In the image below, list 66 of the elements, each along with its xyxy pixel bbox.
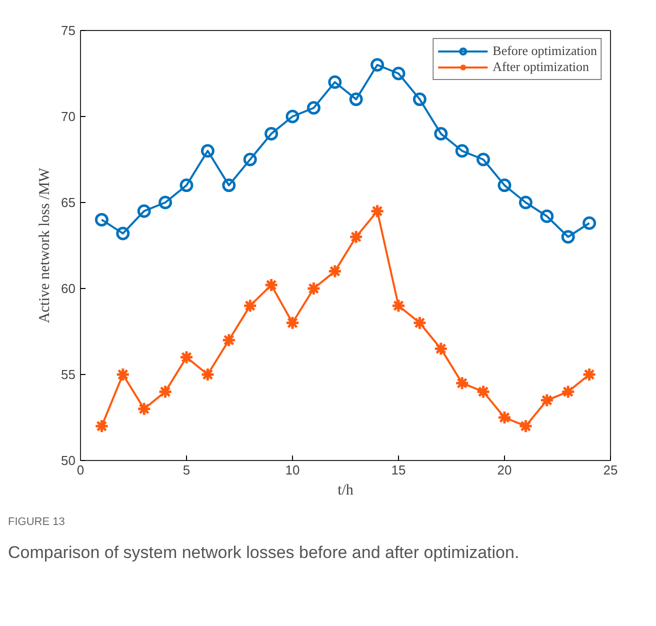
point — [349, 92, 363, 106]
point — [222, 178, 236, 192]
y-axis-title: Active network loss /MW — [37, 166, 54, 324]
point — [306, 281, 321, 296]
point — [264, 126, 278, 140]
y-tick-label: 65 — [61, 195, 76, 210]
point — [455, 144, 469, 158]
point — [328, 75, 342, 89]
caption: FIGURE 13 — [8, 515, 65, 530]
point — [412, 316, 427, 330]
legend-label: After optimization — [492, 59, 590, 75]
point — [540, 210, 554, 223]
point — [200, 367, 215, 382]
point — [540, 393, 554, 408]
point — [561, 230, 575, 244]
point — [285, 316, 300, 330]
text: Comparison of system network losses before and after optimization. — [8, 542, 520, 564]
point — [497, 410, 512, 425]
x-tick-label: 20 — [497, 462, 512, 478]
point — [158, 196, 172, 210]
x-tick-label: 0 — [76, 462, 84, 478]
point — [306, 101, 320, 115]
point — [94, 418, 109, 434]
point — [392, 66, 406, 80]
point — [286, 110, 300, 124]
point — [412, 92, 426, 106]
y-tick-label: 70 — [61, 109, 76, 124]
x-tick-label: 5 — [182, 462, 190, 478]
x-tick-label: 25 — [603, 462, 618, 478]
point — [434, 126, 448, 140]
point — [264, 278, 279, 292]
y-tick-label: 60 — [61, 281, 76, 296]
point — [391, 298, 406, 313]
y-tick-label: 75 — [61, 23, 76, 38]
point — [328, 264, 342, 279]
point — [370, 204, 385, 218]
y-tick-label: 55 — [61, 367, 76, 382]
point — [242, 298, 258, 313]
x-axis-title: t/h — [338, 482, 354, 498]
point — [116, 226, 130, 240]
point — [582, 367, 597, 382]
point — [180, 178, 194, 192]
point — [476, 384, 491, 399]
point — [370, 58, 384, 72]
point — [200, 144, 214, 158]
y-tick-label: 50 — [61, 453, 76, 468]
point — [158, 384, 173, 399]
point — [476, 152, 490, 166]
point — [94, 212, 108, 226]
point — [434, 341, 448, 356]
legend-label: Before optimization — [492, 43, 597, 59]
point — [498, 178, 512, 192]
point — [518, 196, 532, 210]
point — [454, 376, 470, 390]
point — [222, 332, 236, 348]
x-tick-label: 15 — [391, 462, 406, 478]
point — [560, 384, 576, 399]
point — [243, 152, 257, 166]
point — [518, 418, 533, 434]
point — [116, 367, 130, 382]
point — [582, 216, 596, 230]
point — [348, 230, 364, 244]
point — [136, 402, 152, 416]
point — [137, 204, 151, 218]
x-tick-label: 10 — [285, 462, 300, 478]
point — [179, 350, 194, 365]
